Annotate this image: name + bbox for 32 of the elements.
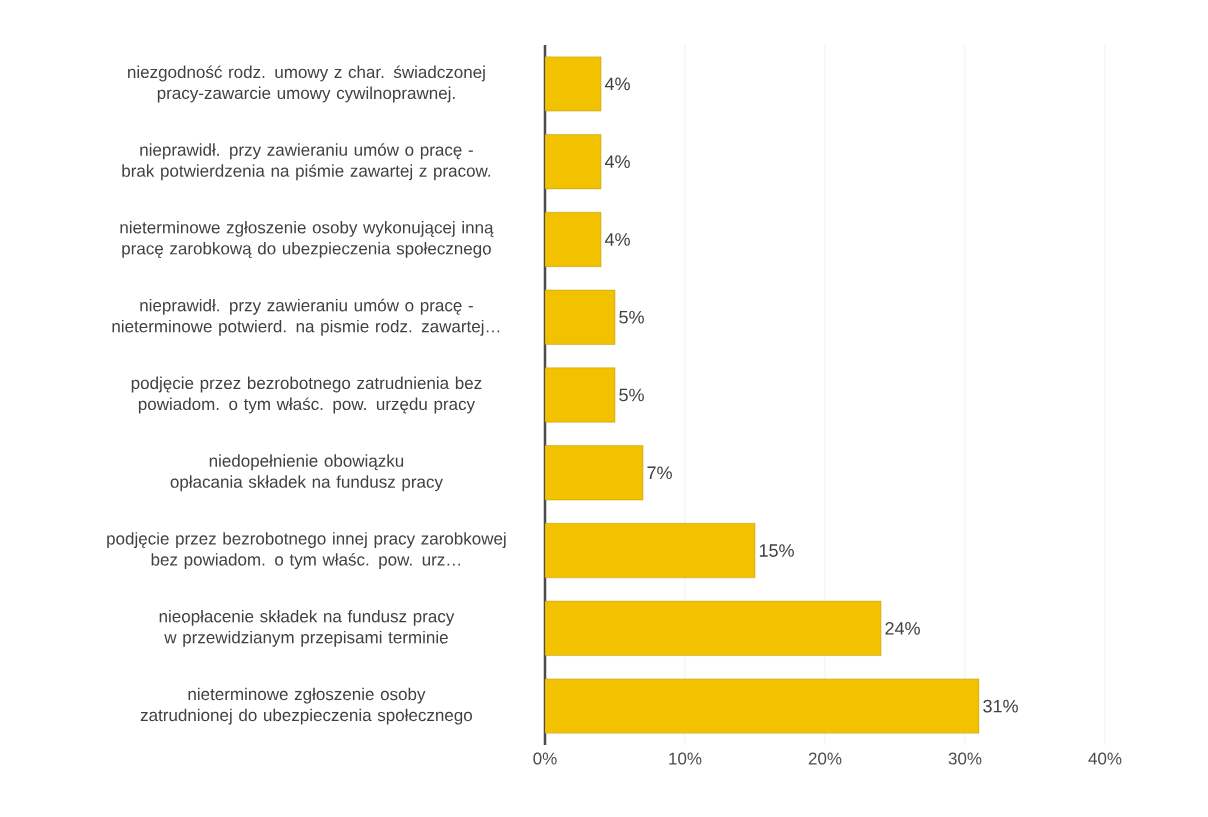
y-tick-label: niedopełnienie obowiązku opłacania składek na fundusz pracy [170, 454, 443, 492]
y-tick-label: podjęcie przez bezrobotnego zatrudnienia bez powiadom. o tym właśc. pow. urzędu pracy [131, 376, 482, 414]
x-tick-label: 20% [808, 752, 842, 765]
bar [545, 56, 602, 112]
y-tick-label: niezgodność rodz. umowy z char. świadczonej pracy-zawarcie umowy cywilnoprawnej. [128, 65, 485, 103]
x-tick-label: 10% [669, 752, 702, 765]
y-tick-label: nieopłacenie składek na fundusz pracy w przewidzianym przepisami terminie [159, 609, 455, 647]
bar [545, 367, 616, 423]
x-tick-label: 30% [948, 752, 982, 765]
data-label: 4% [604, 155, 630, 168]
data-label: 5% [619, 388, 644, 402]
y-tick-label: nieterminowe zgłoszenie osoby zatrudnionej do ubezpieczenia społecznego [140, 687, 472, 725]
bar [545, 600, 882, 656]
x-tick-label: 0% [533, 752, 557, 765]
data-label: 4% [604, 233, 630, 246]
bar [545, 445, 644, 501]
y-tick-label: nieprawidł. przy zawieraniu umów o pracę - brak potwierdzenia na piśmie zawartej z pracow. [122, 143, 491, 181]
bar [545, 523, 756, 578]
bar [545, 678, 980, 734]
y-tick-label: nieterminowe zgłoszenie osoby wykonującej inną pracę zarobkową do ubezpieczenia społecznego [120, 221, 494, 258]
data-label: 5% [619, 310, 644, 324]
data-label: 7% [647, 466, 672, 480]
data-label: 15% [759, 544, 794, 557]
data-label: 4% [604, 77, 630, 91]
x-tick-label: 40% [1088, 752, 1122, 765]
bar [545, 212, 602, 267]
bar [545, 134, 602, 190]
y-tick-label: podjęcie przez bezrobotnego innej pracy zarobkowej bez powiadom. o tym właśc. pow. urz… [107, 532, 506, 569]
data-label: 31% [983, 699, 1018, 713]
bar [545, 289, 616, 345]
data-label: 24% [885, 621, 920, 635]
y-tick-label: nieprawidł. przy zawieraniu umów o pracę - nieterminowe potwierd. na pismie rodz. zawartej… [112, 298, 500, 336]
